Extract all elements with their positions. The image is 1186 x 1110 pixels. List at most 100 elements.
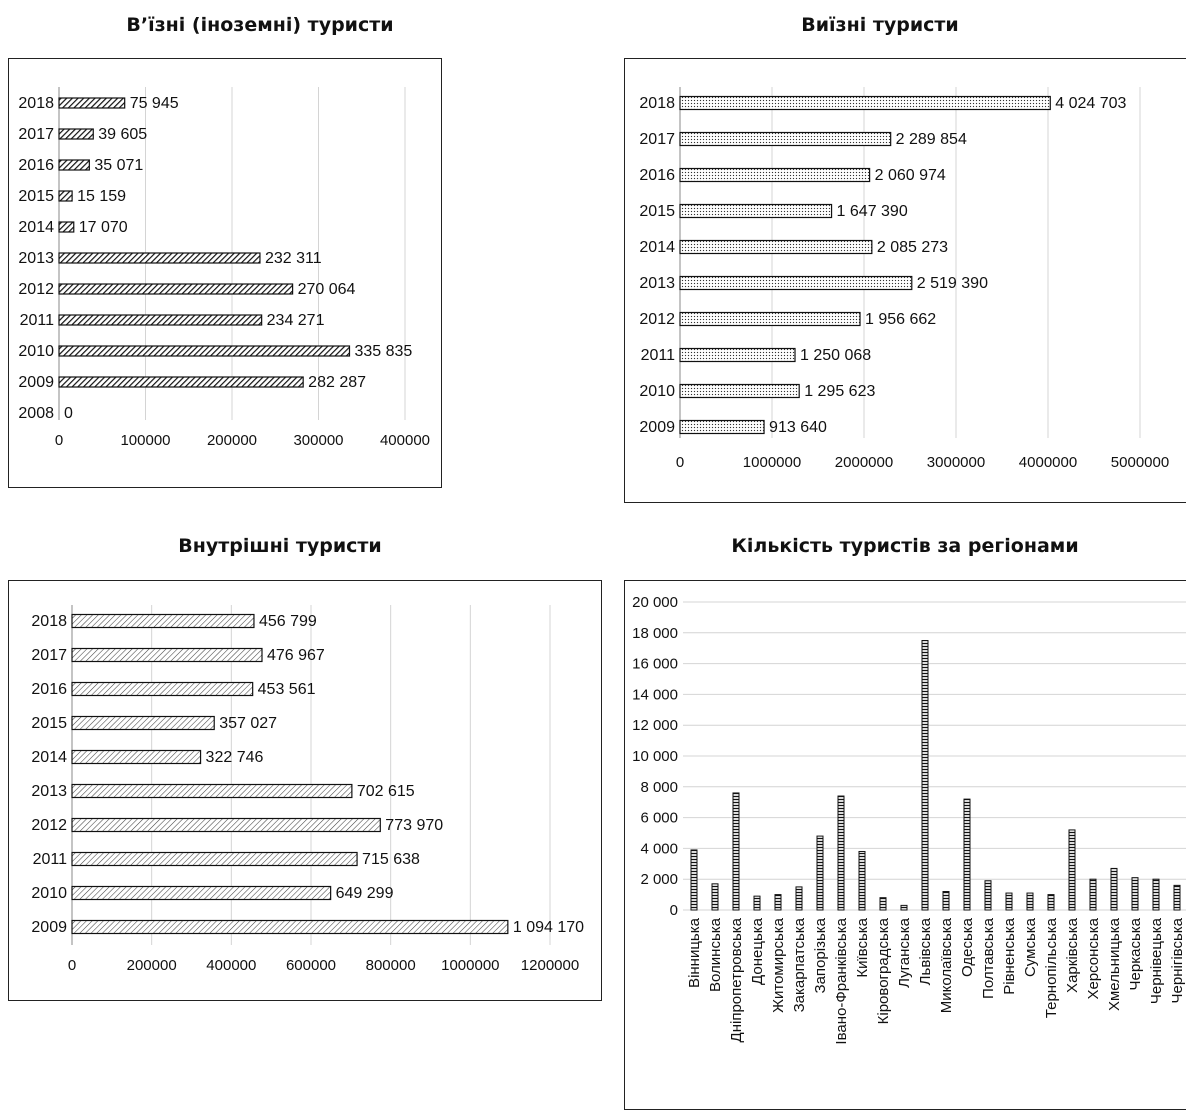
c1-y-tick-label: 2010 xyxy=(18,343,54,360)
c4-bar xyxy=(942,891,950,911)
c4-x-tick-label: Донецька xyxy=(749,917,766,985)
chart4-title: Кількість туристів за регіонами xyxy=(731,535,1079,557)
c4-bar xyxy=(795,886,803,911)
c1-data-label: 39 605 xyxy=(98,126,147,143)
c4-y-tick-label: 6 000 xyxy=(640,810,678,827)
c1-x-tick-label: 100000 xyxy=(120,432,170,449)
c2-bar xyxy=(679,275,913,291)
c4-bar xyxy=(963,798,971,911)
c1-bar xyxy=(58,252,261,264)
c4-bar xyxy=(1152,878,1160,911)
c1-bar xyxy=(58,345,351,357)
c3-y-tick-label: 2017 xyxy=(31,647,67,664)
c2-y-tick-label: 2013 xyxy=(639,275,675,292)
c4-bar xyxy=(1026,892,1034,911)
c4-bar xyxy=(1173,884,1181,911)
c1-data-label: 35 071 xyxy=(94,157,143,174)
c3-y-tick-label: 2015 xyxy=(31,715,67,732)
c4-x-tick-label: Полтавська xyxy=(980,917,997,999)
c2-data-label: 1 250 068 xyxy=(800,347,871,364)
chart1-frame xyxy=(8,58,442,488)
c1-x-tick-label: 300000 xyxy=(293,432,343,449)
c4-bar xyxy=(1047,894,1055,911)
c3-y-tick-label: 2016 xyxy=(31,681,67,698)
c1-bar xyxy=(58,376,304,388)
c3-bar xyxy=(71,681,254,697)
c2-bar xyxy=(679,347,796,363)
c2-x-tick-label: 3000000 xyxy=(927,454,985,471)
c2-data-label: 4 024 703 xyxy=(1055,95,1126,112)
c4-x-tick-label: Чернігівська xyxy=(1169,917,1186,1003)
c2-y-tick-label: 2009 xyxy=(639,419,675,436)
c2-data-label: 2 519 390 xyxy=(917,275,988,292)
c3-data-label: 456 799 xyxy=(259,613,317,630)
c3-bar xyxy=(71,851,358,867)
c4-bar xyxy=(879,897,887,911)
c3-data-label: 476 967 xyxy=(267,647,325,664)
c1-bar xyxy=(58,128,94,140)
c2-y-tick-label: 2014 xyxy=(639,239,675,256)
c3-data-label: 702 615 xyxy=(357,783,415,800)
c2-bar xyxy=(679,203,833,219)
c2-y-tick-label: 2015 xyxy=(639,203,675,220)
c2-y-tick-label: 2016 xyxy=(639,167,675,184)
c4-x-tick-label: Черкаська xyxy=(1127,917,1144,990)
c4-y-tick-label: 14 000 xyxy=(632,686,678,703)
c2-bar xyxy=(679,95,1051,111)
c3-y-tick-label: 2018 xyxy=(31,613,67,630)
c4-y-tick-label: 8 000 xyxy=(640,779,678,796)
c3-data-label: 649 299 xyxy=(336,885,394,902)
c2-bar xyxy=(679,419,765,435)
c1-data-label: 234 271 xyxy=(267,312,325,329)
c4-x-tick-label: Івано-Франківська xyxy=(833,917,850,1044)
chart3-frame xyxy=(8,580,602,1001)
c3-data-label: 322 746 xyxy=(206,749,264,766)
c4-x-tick-label: Сумська xyxy=(1022,917,1039,977)
c4-bar xyxy=(816,835,824,911)
c4-x-tick-label: Вінницька xyxy=(686,917,703,988)
c1-bar xyxy=(58,190,73,202)
c4-x-tick-label: Львівська xyxy=(917,917,934,985)
c3-data-label: 1 094 170 xyxy=(513,919,584,936)
c3-data-label: 453 561 xyxy=(258,681,316,698)
c4-x-tick-label: Волинська xyxy=(707,917,724,992)
c2-x-tick-label: 2000000 xyxy=(835,454,893,471)
c4-bar xyxy=(711,883,719,911)
c2-bar xyxy=(679,383,800,399)
c2-bar xyxy=(679,131,892,147)
c3-data-label: 357 027 xyxy=(219,715,277,732)
c1-y-tick-label: 2015 xyxy=(18,188,54,205)
c4-x-tick-label: Харківська xyxy=(1064,917,1081,993)
c3-data-label: 715 638 xyxy=(362,851,420,868)
c1-data-label: 270 064 xyxy=(298,281,356,298)
c4-y-tick-label: 16 000 xyxy=(632,656,678,673)
c2-bar xyxy=(679,311,861,327)
c3-x-tick-label: 0 xyxy=(68,957,76,974)
c1-y-tick-label: 2018 xyxy=(18,95,54,112)
c1-x-tick-label: 400000 xyxy=(380,432,430,449)
c3-bar xyxy=(71,749,202,765)
c1-data-label: 17 070 xyxy=(79,219,128,236)
c3-bar xyxy=(71,647,263,663)
c2-bar xyxy=(679,167,871,183)
c3-y-tick-label: 2009 xyxy=(31,919,67,936)
c2-bar xyxy=(679,239,873,255)
c3-bar xyxy=(71,783,353,799)
c4-bar xyxy=(1131,877,1139,911)
c2-data-label: 1 647 390 xyxy=(837,203,908,220)
c4-bar xyxy=(1089,878,1097,911)
c4-x-tick-label: Луганська xyxy=(896,917,913,987)
c4-x-tick-label: Дніпропетровська xyxy=(728,917,745,1042)
c4-y-tick-label: 4 000 xyxy=(640,840,678,857)
c4-x-tick-label: Чернівецька xyxy=(1148,917,1165,1004)
c4-y-tick-label: 2 000 xyxy=(640,871,678,888)
c4-x-tick-label: Закарпатська xyxy=(791,917,808,1012)
c4-x-tick-label: Тернопільська xyxy=(1043,917,1060,1018)
c3-x-tick-label: 1000000 xyxy=(441,957,499,974)
c3-y-tick-label: 2013 xyxy=(31,783,67,800)
c1-y-tick-label: 2013 xyxy=(18,250,54,267)
c4-y-tick-label: 12 000 xyxy=(632,717,678,734)
c2-y-tick-label: 2017 xyxy=(639,131,675,148)
c2-data-label: 2 060 974 xyxy=(875,167,946,184)
